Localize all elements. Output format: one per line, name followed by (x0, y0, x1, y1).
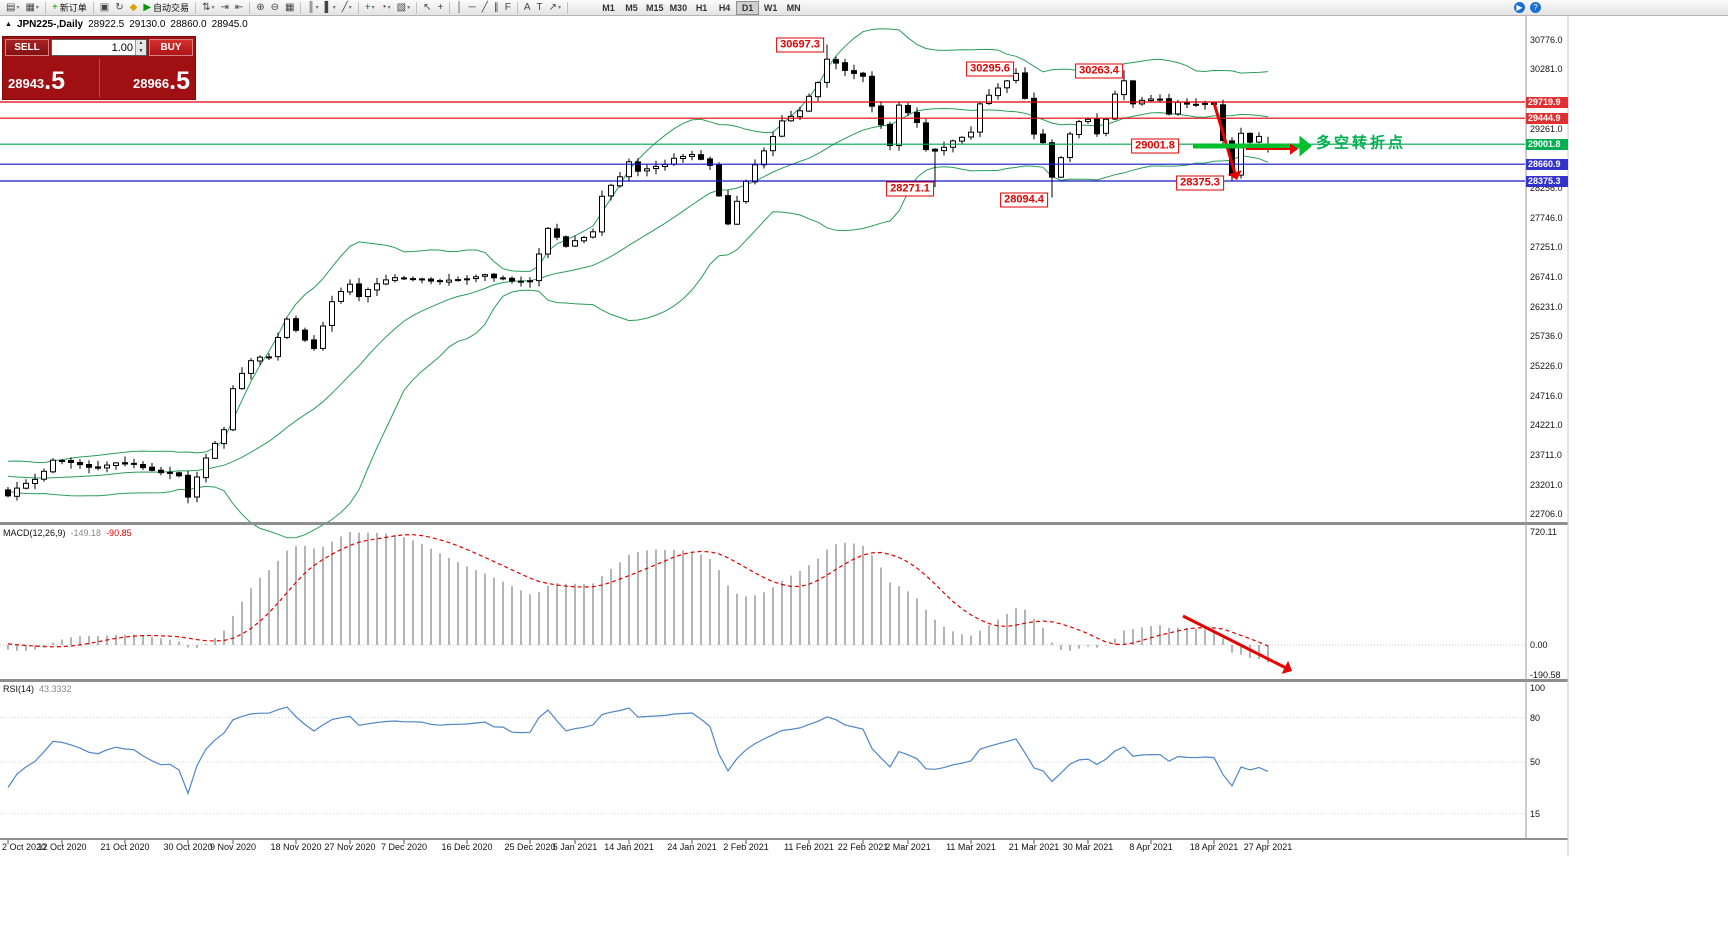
buy-price[interactable]: 28966.5 (98, 58, 196, 97)
volume-increase-button[interactable]: ▲ (138, 40, 144, 46)
macd-signal-value: -90.85 (106, 528, 132, 538)
toolbar-separator (567, 1, 569, 14)
drawn-arrows[interactable] (1182, 102, 1312, 674)
help-icon[interactable]: ? (1530, 2, 1541, 13)
high-price: 29130.0 (129, 19, 166, 30)
buy-button[interactable]: BUY (149, 39, 193, 56)
macd-name: MACD(12,26,9) (3, 528, 66, 538)
macd-signal-line (7, 534, 1269, 648)
zoom-out-icon[interactable]: ⊖ (270, 1, 280, 13)
rsi-line (7, 706, 1269, 796)
autoscroll-icon[interactable]: ⇥ (220, 1, 229, 13)
low-price: 28860.0 (170, 19, 207, 30)
volume-field: ▲ ▼ (51, 39, 147, 56)
rsi-name: RSI(14) (3, 684, 35, 694)
rsi-indicator-label: RSI(14) 43.3332 (3, 684, 72, 694)
timeframe-m5[interactable]: M5 (625, 2, 638, 13)
toolbar-separator (300, 1, 302, 14)
sell-price-big: .5 (44, 67, 66, 95)
open-price: 28922.5 (88, 19, 125, 30)
fibonacci-icon[interactable]: F (504, 1, 511, 13)
cursor-icon[interactable]: ↖ (423, 1, 432, 13)
toolbar-separator (516, 1, 518, 14)
new-chart-icon[interactable]: ▤ ▾ (6, 1, 20, 13)
vertical-line-icon[interactable]: │ (456, 1, 463, 13)
toolbar-separator (249, 1, 251, 14)
one-click-trading-panel: SELL ▲ ▼ BUY 28943.5 28966.5 (2, 36, 196, 100)
timeframe-m15[interactable]: M15 (646, 2, 664, 13)
chart-title: ▲ JPN225-,Daily 28922.5 29130.0 28860.0 … (5, 19, 248, 30)
candlesticks (5, 44, 1271, 504)
toolbar-separator (44, 1, 46, 14)
timeframe-h4[interactable]: H4 (718, 2, 731, 13)
metaeditor-icon[interactable]: ◆ (129, 1, 138, 13)
panel-separator[interactable] (0, 679, 1568, 682)
arrows-icon[interactable]: ↗ ▾ (548, 1, 562, 13)
sell-price[interactable]: 28943.5 (3, 58, 99, 97)
macd-histogram (7, 532, 1269, 663)
sell-button[interactable]: SELL (5, 39, 49, 56)
charts-grid-icon[interactable]: ⇅ ▾ (202, 1, 215, 13)
timeframe-h1[interactable]: H1 (695, 2, 708, 13)
line-chart-icon[interactable]: ╱ ▾ (341, 1, 352, 13)
horizontal-line-icon[interactable]: ─ (468, 1, 476, 13)
tile-windows-icon[interactable]: ▦ (285, 1, 295, 13)
volume-input[interactable] (52, 40, 135, 55)
horizontal-level-lines[interactable] (0, 101, 1525, 182)
timeframe-d1[interactable]: D1 (736, 0, 760, 15)
rsi-value: 43.3332 (39, 684, 72, 694)
toolbar-right-icons: ▶? (1514, 2, 1541, 13)
zoom-in-icon[interactable]: ⊕ (256, 1, 265, 13)
terminal-icon[interactable]: ▣ (99, 1, 110, 13)
text-label-icon[interactable]: T (536, 1, 543, 13)
toolbar-separator (92, 1, 94, 14)
new-order-button[interactable]: + 新订单 (51, 1, 87, 14)
timeframe-m30[interactable]: M30 (669, 2, 688, 13)
periods-icon[interactable]: ◔ ▾ (380, 1, 391, 13)
panel-separator[interactable] (0, 522, 1568, 525)
autotrading-button[interactable]: ▶ 自动交易 (143, 1, 190, 14)
toolbar-separator (449, 1, 451, 14)
indicators-icon[interactable]: + ▾ (364, 1, 375, 13)
candlestick-chart-icon[interactable]: ▌ ▾ (324, 1, 336, 13)
trendline-icon[interactable]: ╱ (481, 1, 488, 13)
toolbar-separator (416, 1, 418, 14)
volume-spinner: ▲ ▼ (135, 40, 146, 55)
close-price: 28945.0 (211, 19, 248, 30)
toolbar-separator (357, 1, 359, 14)
macd-indicator-label: MACD(12,26,9) -149.18 -90.85 (3, 528, 132, 538)
timeframe-m1[interactable]: M1 (602, 2, 615, 13)
equidistant-channel-icon[interactable]: ∥ (493, 1, 499, 13)
profiles-icon[interactable]: ▦ ▾ (25, 1, 39, 13)
chart-shift-icon[interactable]: ⇤ (234, 1, 244, 13)
bollinger-bands (7, 28, 1269, 539)
toolbar-separator (195, 1, 197, 14)
bar-chart-icon[interactable]: ║ ▾ (307, 1, 319, 13)
timeframe-mn[interactable]: MN (786, 2, 801, 13)
templates-icon[interactable]: ▧ ▾ (396, 1, 411, 13)
mql5-community-icon[interactable]: ▶ (1514, 2, 1525, 13)
strategy-tester-icon[interactable]: ↻ (115, 1, 124, 13)
buy-price-big: .5 (169, 67, 190, 95)
volume-decrease-button[interactable]: ▼ (138, 47, 144, 54)
timeframe-bar: M1 M5 M15 M30 H1 H4 D1 W1 MN (597, 0, 805, 15)
panel-separator[interactable] (0, 838, 1568, 840)
timeframe-w1[interactable]: W1 (763, 2, 778, 13)
macd-value: -149.18 (70, 528, 102, 538)
main-toolbar: ▤ ▾ ▦ ▾ + 新订单 ▣ ↻ ◆ ▶ 自动交易 ⇅ ▾ ⇥ ⇤ ⊕ ⊖ ▦ ║ ▾ ▌ ▾ ╱ ▾ + ▾ ◔ ▾ ▧ ▾ ↖ + │ ─ ╱… (0, 0, 1728, 16)
text-icon[interactable]: A (523, 1, 531, 13)
symbol-period-label: JPN225-,Daily (16, 19, 84, 30)
panel-collapse-icon[interactable]: ▲ (5, 21, 12, 28)
buy-price-main: 28966 (132, 76, 170, 91)
sell-price-main: 28943 (8, 76, 45, 91)
crosshair-icon[interactable]: + (437, 1, 444, 13)
